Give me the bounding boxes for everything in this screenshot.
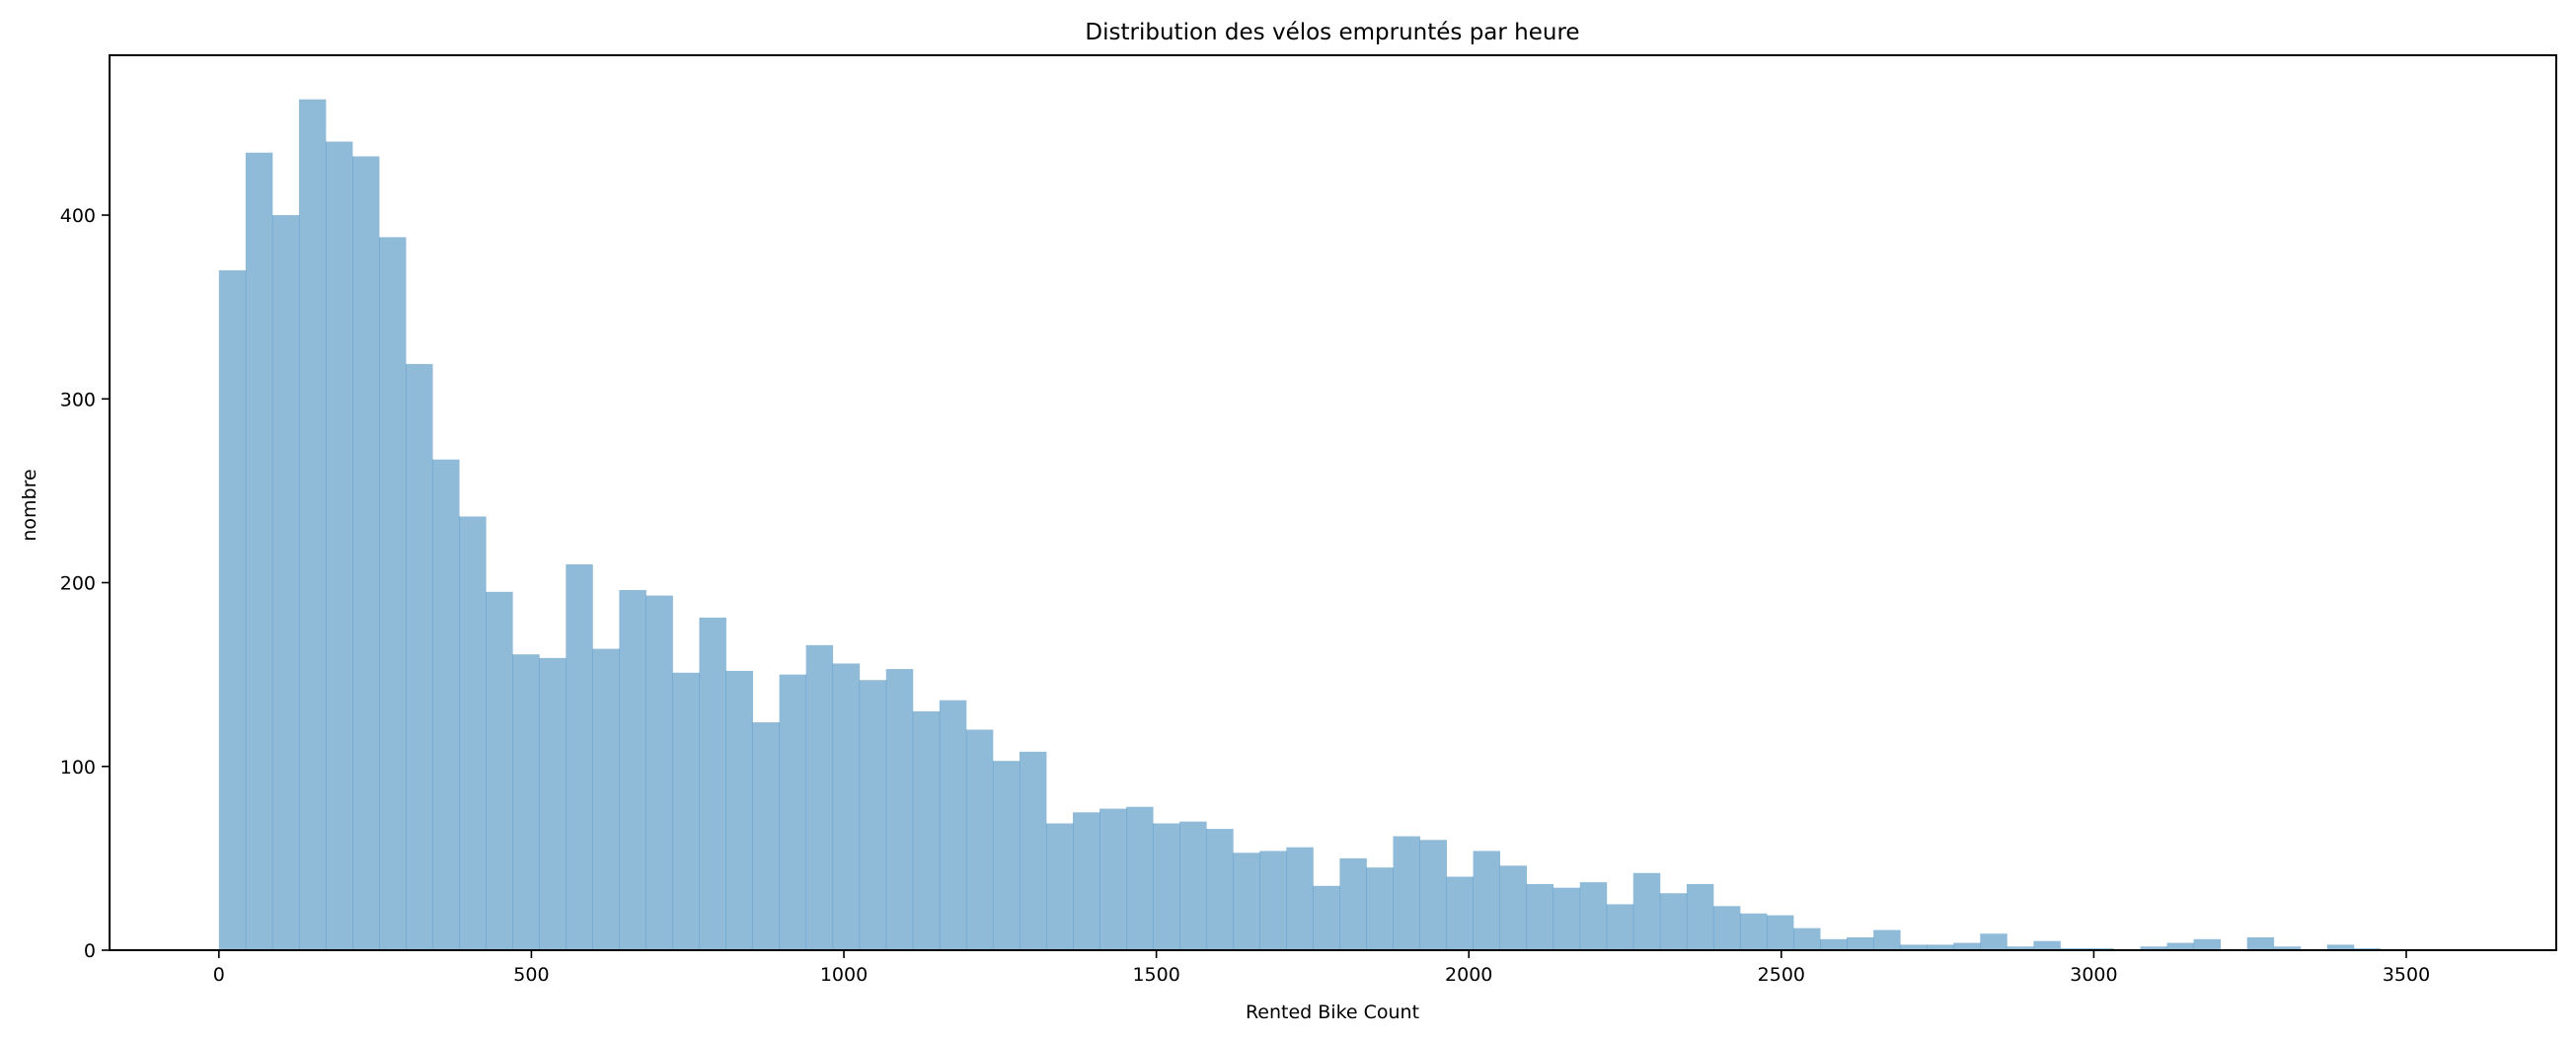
histogram-bar [1953,942,1981,950]
x-tick-label: 500 [513,964,549,986]
histogram-bar [699,617,726,950]
histogram-bar [1446,876,1474,950]
histogram-bar [1712,906,1741,950]
x-tick-label: 2000 [1445,964,1492,986]
histogram-bar [218,269,247,950]
histogram-bar [1206,829,1234,950]
histogram-bar [1339,857,1367,950]
histogram-bar [1499,865,1528,950]
histogram-bar [1393,836,1420,950]
histogram-bar [2033,940,2061,950]
y-axis-ticks: 0 100 200 300 400 [60,205,110,962]
histogram-bar [672,672,700,950]
histogram-bars [218,99,2382,950]
histogram-bar [1126,806,1154,950]
histogram-bar [1980,933,2008,950]
histogram-bar [1526,883,1554,950]
histogram-bar [912,710,941,950]
histogram-bar [379,237,407,950]
x-tick-label: 3500 [2383,964,2430,986]
histogram-bar [2246,936,2275,950]
histogram-bar [1045,823,1074,950]
x-tick-label: 0 [213,964,225,986]
histogram-bar [1659,893,1688,950]
x-tick-label: 1000 [820,964,868,986]
histogram-bar [486,591,513,950]
histogram-bar [1632,872,1661,950]
histogram-bar [2326,944,2355,950]
histogram-bar [1313,885,1340,950]
histogram-bar [592,648,620,950]
histogram-bar [1366,867,1394,950]
x-tick-label: 2500 [1758,964,1805,986]
histogram-bar [1847,936,1874,950]
histogram-bar [859,680,887,950]
histogram-bar [805,644,834,950]
x-axis-label: Rented Bike Count [1246,1002,1419,1023]
histogram-bar [1073,812,1100,950]
histogram-bar [406,363,433,950]
x-axis-ticks: 0 500 1000 1500 2000 2500 3000 3500 [213,950,2430,986]
histogram-bar [512,654,540,950]
histogram-bar [352,156,380,950]
histogram-bar [2007,946,2034,950]
histogram-bar [725,670,753,950]
histogram-bar [459,516,487,950]
histogram-bar [1793,928,1821,950]
y-tick-label: 300 [60,389,96,410]
histogram-bar [2140,946,2167,950]
histogram-bar [1927,944,1954,950]
histogram-bar [619,589,646,950]
x-tick-label: 3000 [2070,964,2117,986]
histogram-bar [539,657,567,950]
histogram-bar [1900,944,1928,950]
histogram-bar [1259,851,1287,950]
histogram-bar [1233,853,1260,950]
histogram-bar [1873,929,1901,950]
histogram-bar [885,669,914,950]
y-tick-label: 400 [60,205,96,227]
y-tick-label: 200 [60,573,96,595]
x-tick-label: 1500 [1132,964,1179,986]
histogram-bar [325,141,353,950]
y-axis-label: nombre [19,469,40,541]
plot-frame [109,54,2557,951]
histogram-bar [779,674,807,950]
histogram-bar [1099,808,1127,950]
histogram-bar [1419,840,1447,950]
histogram-bar [752,722,781,950]
histogram-bar [1579,882,1608,950]
histogram-bar [271,215,300,950]
histogram-bar [1606,904,1634,950]
histogram-bar [2193,938,2222,950]
histogram-bar [1153,823,1180,950]
chart-title: Distribution des vélos empruntés par heu… [1085,20,1579,45]
histogram-bar [566,563,593,950]
histogram-bar [298,99,327,950]
histogram-bar [245,152,273,950]
y-tick-label: 100 [60,757,96,779]
histogram-bar [2273,946,2302,950]
histogram-bar [1179,821,1207,950]
histogram-bar [1767,915,1794,950]
histogram-bar [645,595,673,950]
histogram-bar [965,729,994,950]
histogram-bar [1473,851,1501,950]
histogram-bar [432,459,460,950]
histogram-bar [832,663,861,950]
histogram-bar [939,700,967,950]
histogram-bar [1820,938,1848,950]
histogram-bar [1286,847,1314,950]
histogram-bar [1019,751,1047,950]
histogram-bar [992,761,1021,950]
histogram-bar [2166,942,2195,950]
histogram-bar [1686,883,1714,950]
histogram-bar [1553,887,1581,950]
histogram-bar [1739,913,1768,950]
y-tick-label: 0 [84,940,96,962]
